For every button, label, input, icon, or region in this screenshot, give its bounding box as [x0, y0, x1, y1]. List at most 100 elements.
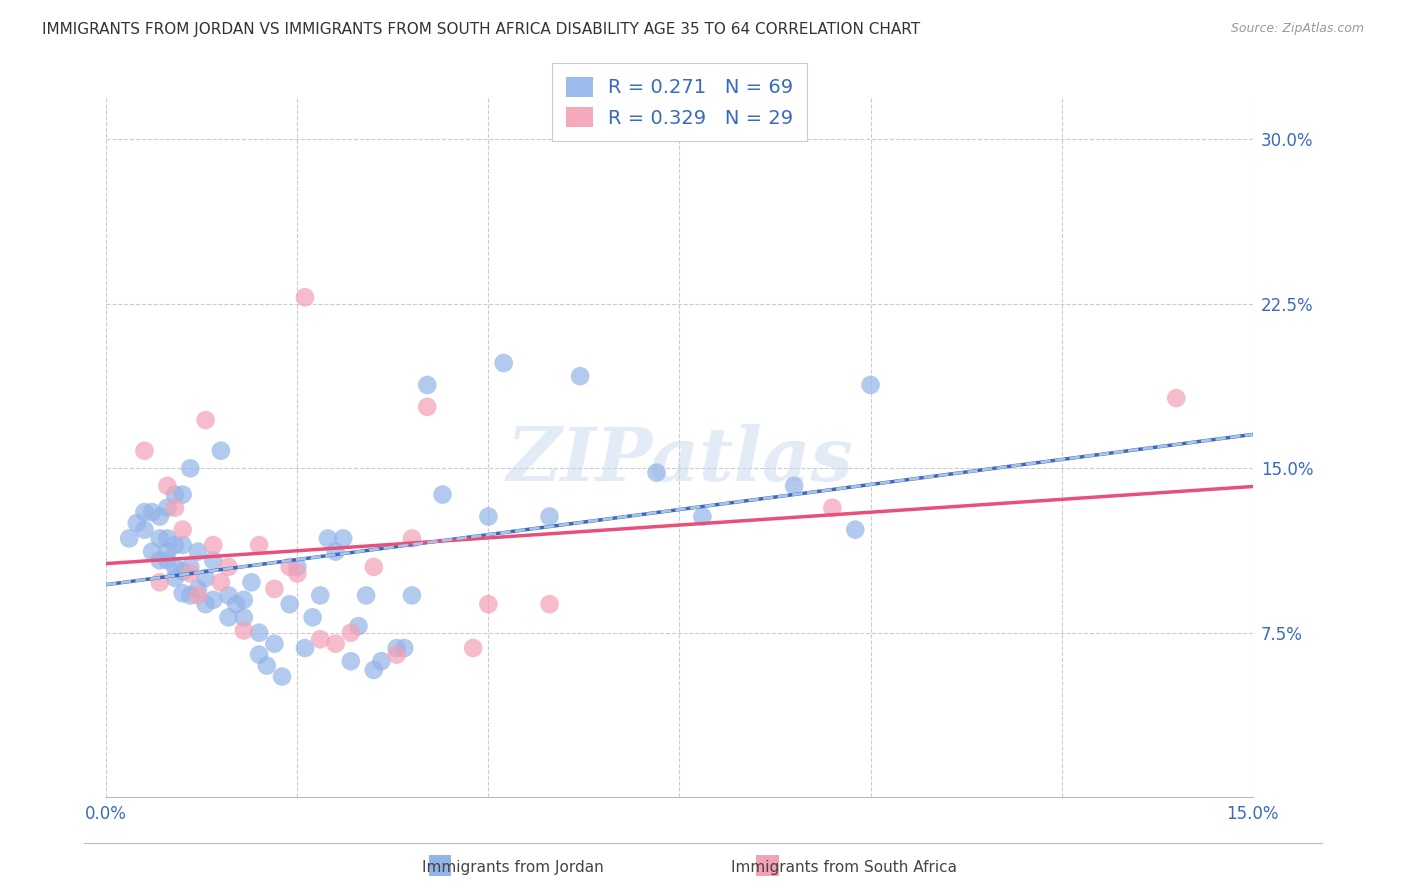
- Point: [340, 654, 363, 668]
- Point: [538, 509, 561, 524]
- Legend: R = 0.271   N = 69, R = 0.329   N = 29: R = 0.271 N = 69, R = 0.329 N = 29: [553, 63, 807, 141]
- Point: [163, 500, 186, 515]
- Point: [179, 566, 201, 581]
- Point: [134, 443, 156, 458]
- Point: [156, 553, 179, 567]
- Point: [156, 479, 179, 493]
- Point: [163, 487, 186, 501]
- Point: [134, 505, 156, 519]
- Point: [271, 669, 294, 683]
- Point: [232, 592, 254, 607]
- Point: [163, 571, 186, 585]
- Point: [149, 553, 172, 567]
- Point: [285, 566, 308, 581]
- Point: [354, 589, 377, 603]
- Point: [401, 589, 423, 603]
- Point: [256, 658, 278, 673]
- Point: [141, 544, 163, 558]
- Point: [294, 641, 316, 656]
- Text: Immigrants from South Africa: Immigrants from South Africa: [731, 860, 956, 874]
- Point: [247, 538, 270, 552]
- Point: [225, 597, 247, 611]
- Point: [783, 479, 806, 493]
- Point: [416, 400, 439, 414]
- Point: [172, 487, 194, 501]
- Point: [492, 356, 515, 370]
- Point: [325, 637, 347, 651]
- Point: [218, 560, 240, 574]
- Point: [432, 487, 454, 501]
- Point: [187, 582, 209, 596]
- Point: [569, 369, 592, 384]
- Point: [232, 610, 254, 624]
- Point: [156, 500, 179, 515]
- Point: [149, 575, 172, 590]
- Point: [340, 625, 363, 640]
- Text: ZIPatlas: ZIPatlas: [506, 424, 853, 497]
- Point: [172, 564, 194, 578]
- Point: [309, 589, 332, 603]
- Point: [187, 589, 209, 603]
- Point: [194, 597, 217, 611]
- Point: [118, 532, 141, 546]
- Point: [844, 523, 866, 537]
- Point: [692, 509, 714, 524]
- Point: [477, 509, 499, 524]
- Point: [363, 560, 385, 574]
- Text: Source: ZipAtlas.com: Source: ZipAtlas.com: [1230, 22, 1364, 36]
- Point: [821, 500, 844, 515]
- Point: [172, 586, 194, 600]
- Point: [163, 538, 186, 552]
- Point: [285, 560, 308, 574]
- Point: [309, 632, 332, 647]
- Point: [385, 648, 408, 662]
- Point: [179, 589, 201, 603]
- Point: [218, 589, 240, 603]
- Point: [232, 624, 254, 638]
- Point: [240, 575, 263, 590]
- Point: [401, 532, 423, 546]
- Point: [278, 560, 301, 574]
- Point: [347, 619, 370, 633]
- Point: [263, 637, 285, 651]
- Point: [325, 544, 347, 558]
- Point: [209, 443, 232, 458]
- Point: [461, 641, 484, 656]
- Point: [301, 610, 323, 624]
- Point: [125, 516, 148, 530]
- Point: [332, 532, 354, 546]
- Point: [202, 538, 225, 552]
- Point: [247, 648, 270, 662]
- Point: [149, 509, 172, 524]
- Point: [1166, 391, 1188, 405]
- Point: [363, 663, 385, 677]
- Point: [134, 523, 156, 537]
- Point: [149, 532, 172, 546]
- Point: [156, 544, 179, 558]
- Text: Immigrants from Jordan: Immigrants from Jordan: [422, 860, 605, 874]
- Point: [263, 582, 285, 596]
- Point: [156, 532, 179, 546]
- Point: [163, 560, 186, 574]
- Point: [416, 378, 439, 392]
- Point: [247, 625, 270, 640]
- Point: [538, 597, 561, 611]
- Point: [172, 538, 194, 552]
- Point: [194, 571, 217, 585]
- Point: [179, 560, 201, 574]
- Point: [278, 597, 301, 611]
- Point: [859, 378, 882, 392]
- Point: [385, 641, 408, 656]
- Point: [645, 466, 668, 480]
- Text: IMMIGRANTS FROM JORDAN VS IMMIGRANTS FROM SOUTH AFRICA DISABILITY AGE 35 TO 64 C: IMMIGRANTS FROM JORDAN VS IMMIGRANTS FRO…: [42, 22, 921, 37]
- Point: [187, 544, 209, 558]
- Point: [194, 413, 217, 427]
- Point: [209, 575, 232, 590]
- Point: [394, 641, 416, 656]
- Point: [370, 654, 392, 668]
- Point: [202, 553, 225, 567]
- Point: [477, 597, 499, 611]
- Point: [218, 610, 240, 624]
- Point: [202, 592, 225, 607]
- Point: [316, 532, 339, 546]
